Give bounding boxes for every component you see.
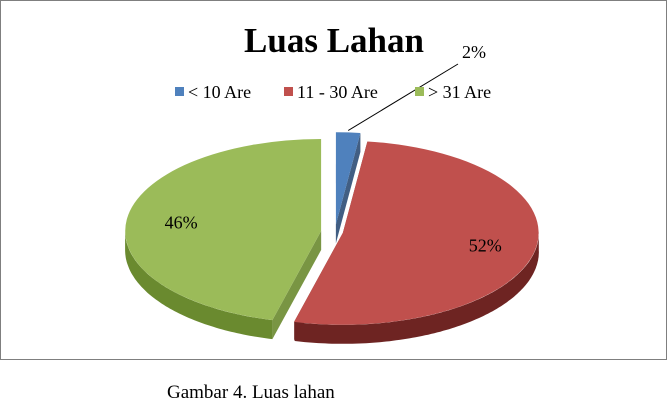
- legend-entry-2: > 31 Are: [415, 82, 491, 102]
- legend: < 10 Are 11 - 30 Are > 31 Are: [175, 82, 491, 102]
- slice-cut-2-0: [272, 231, 322, 340]
- data-label-2: 46%: [165, 213, 198, 233]
- data-label-1: 52%: [469, 236, 502, 256]
- leader-line: [347, 63, 459, 131]
- legend-entry-0: < 10 Are: [175, 82, 251, 102]
- slice-cut-0-1: [335, 133, 361, 244]
- slice-1: [294, 141, 539, 325]
- chart-frame: [0, 0, 667, 360]
- data-labels: 2% 52% 46%: [165, 42, 502, 256]
- legend-label-0: < 10 Are: [188, 82, 251, 102]
- legend-entry-1: 11 - 30 Are: [284, 82, 378, 102]
- slice-side-2: [125, 230, 273, 340]
- legend-swatch-0: [175, 87, 184, 96]
- figure-caption: Gambar 4. Luas lahan: [167, 382, 335, 403]
- legend-label-2: > 31 Are: [428, 82, 491, 102]
- slice-2: [125, 139, 322, 321]
- slice-0: [335, 132, 361, 225]
- slice-side-1: [294, 231, 539, 344]
- pie-chart: 2% 52% 46% < 10 Are 11 - 30 Are > 31 Are Lua…: [125, 21, 539, 344]
- data-label-0: 2%: [462, 42, 486, 62]
- legend-label-1: 11 - 30 Are: [297, 82, 378, 102]
- legend-swatch-2: [415, 87, 424, 96]
- chart-title: Luas Lahan: [244, 21, 424, 60]
- pie-slices: [125, 132, 539, 325]
- legend-swatch-1: [284, 87, 293, 96]
